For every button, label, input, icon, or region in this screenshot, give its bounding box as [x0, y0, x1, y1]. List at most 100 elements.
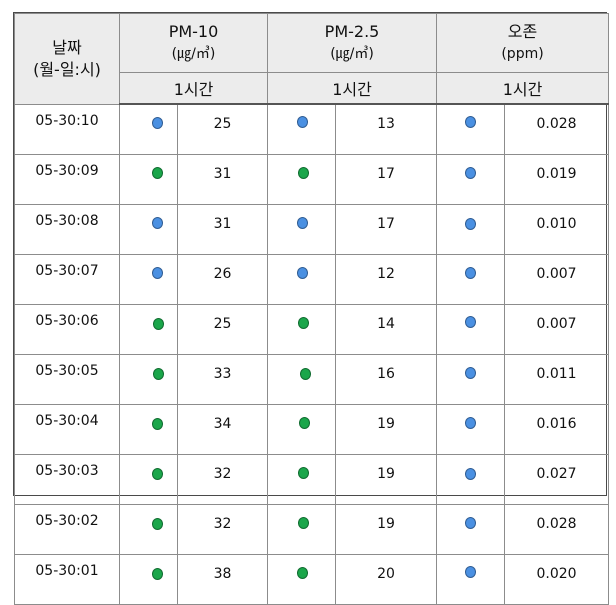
cell-pm25-status: [267, 204, 336, 255]
header-pm25-title: PM-2.5: [324, 22, 380, 41]
ozone-status-dot-icon: [465, 517, 477, 529]
cell-ozone-status: [436, 204, 506, 255]
cell-date: 05-30:07: [14, 254, 120, 305]
cell-ozone-value: 0.027: [504, 454, 610, 505]
cell-ozone-value: 0.016: [504, 404, 610, 455]
cell-pm10-value: 34: [177, 404, 268, 455]
air-quality-table-container: 날짜 (월-일:시) PM-10 (㎍/㎥) PM-2.5 (㎍/㎥) 오존 (…: [13, 12, 610, 605]
cell-ozone-status: [436, 354, 506, 405]
cell-pm10-value: 31: [177, 154, 268, 205]
cell-pm25-value: 14: [334, 304, 438, 355]
ozone-status-dot-icon: [465, 316, 477, 328]
table-row: 05-30:02 32 19 0.028: [14, 504, 610, 555]
cell-ozone-status: [436, 254, 506, 305]
pm10-status-dot-icon: [153, 368, 164, 380]
cell-ozone-status: [436, 504, 506, 555]
cell-pm25-value: 19: [334, 404, 438, 455]
cell-date: 05-30:09: [14, 154, 120, 205]
pm10-status-dot-icon: [152, 568, 163, 580]
header-pm10: PM-10 (㎍/㎥): [119, 13, 268, 73]
cell-ozone-value: 0.028: [504, 103, 610, 155]
ozone-status-dot-icon: [465, 167, 477, 179]
pm10-status-dot-icon: [152, 167, 163, 179]
pm25-status-dot-icon: [298, 167, 309, 179]
header-pm10-unit: (㎍/㎥): [171, 46, 216, 62]
ozone-status-dot-icon: [465, 367, 477, 379]
table-row: 05-30:08 31 17 0.010: [14, 204, 610, 255]
table-row: 05-30:05 33 16 0.011: [14, 354, 610, 405]
pm10-status-dot-icon: [152, 217, 163, 229]
cell-pm25-value: 20: [334, 554, 438, 605]
header-pm25-unit: (㎍/㎥): [330, 46, 374, 62]
pm10-status-dot-icon: [153, 318, 164, 330]
cell-pm10-value: 26: [177, 254, 268, 305]
cell-date: 05-30:02: [14, 504, 120, 555]
pm25-status-dot-icon: [297, 267, 308, 279]
table-row: 05-30:03 32 19 0.027: [14, 454, 610, 505]
cell-pm25-value: 19: [334, 454, 438, 505]
table-row: 05-30:06 25 14 0.007: [14, 304, 610, 355]
cell-pm25-status: [267, 504, 336, 555]
pm10-status-dot-icon: [152, 418, 163, 430]
ozone-status-dot-icon: [465, 566, 477, 578]
table-row: 05-30:10 25 13 0.028: [14, 103, 610, 155]
cell-date: 05-30:01: [14, 554, 120, 605]
table-row: 05-30:09 31 17 0.019: [14, 154, 610, 205]
cell-pm25-value: 16: [334, 354, 438, 405]
table-body: 05-30:10 25 13 0.028 05-30:09 31 17 0.019 05-30:…: [14, 103, 610, 605]
header-pm25: PM-2.5 (㎍/㎥): [266, 13, 438, 73]
ozone-status-dot-icon: [465, 468, 477, 480]
cell-pm25-status: [267, 154, 336, 205]
cell-ozone-value: 0.010: [504, 204, 610, 255]
cell-pm10-status: [119, 103, 178, 155]
pm25-status-dot-icon: [299, 417, 310, 429]
table-row: 05-30:04 34 19 0.016: [14, 404, 610, 455]
cell-pm10-value: 25: [177, 304, 268, 355]
cell-ozone-status: [436, 304, 506, 355]
cell-ozone-value: 0.020: [504, 554, 610, 605]
cell-pm10-status: [119, 354, 178, 405]
pm25-status-dot-icon: [297, 567, 308, 579]
cell-pm25-value: 19: [334, 504, 438, 555]
cell-pm10-status: [119, 504, 178, 555]
cell-pm25-status: [267, 404, 336, 455]
header-ozone-unit: (ppm): [501, 46, 544, 62]
cell-pm25-status: [267, 304, 336, 355]
cell-pm25-value: 13: [334, 103, 438, 155]
cell-pm10-status: [119, 204, 178, 255]
cell-date: 05-30:03: [14, 454, 120, 505]
cell-pm10-status: [119, 454, 178, 505]
pm10-status-dot-icon: [152, 117, 163, 129]
cell-pm10-value: 38: [177, 554, 268, 605]
cell-ozone-status: [436, 103, 506, 155]
pm10-status-dot-icon: [152, 518, 163, 530]
cell-pm25-value: 17: [334, 204, 438, 255]
cell-pm10-value: 25: [177, 103, 268, 155]
cell-pm25-status: [267, 254, 336, 305]
pm25-status-dot-icon: [297, 217, 308, 229]
cell-ozone-status: [436, 454, 506, 505]
header-pm25-period: 1시간: [266, 72, 438, 105]
cell-ozone-value: 0.011: [504, 354, 610, 405]
cell-ozone-status: [436, 554, 506, 605]
ozone-status-dot-icon: [465, 267, 477, 279]
cell-ozone-value: 0.028: [504, 504, 610, 555]
cell-pm10-value: 32: [177, 504, 268, 555]
cell-pm10-status: [119, 404, 178, 455]
cell-ozone-value: 0.019: [504, 154, 610, 205]
cell-pm25-value: 12: [334, 254, 438, 305]
cell-date: 05-30:05: [14, 354, 120, 405]
cell-pm10-value: 32: [177, 454, 268, 505]
pm10-status-dot-icon: [152, 267, 163, 279]
ozone-status-dot-icon: [465, 116, 477, 128]
header-ozone-period: 1시간: [436, 72, 610, 105]
cell-date: 05-30:10: [14, 103, 120, 155]
table-row: 05-30:01 38 20 0.020: [14, 554, 610, 605]
cell-pm25-value: 17: [334, 154, 438, 205]
ozone-status-dot-icon: [465, 218, 477, 230]
pm25-status-dot-icon: [298, 467, 309, 479]
pm25-status-dot-icon: [297, 116, 308, 128]
pm25-status-dot-icon: [300, 368, 311, 380]
cell-ozone-status: [436, 154, 506, 205]
cell-pm10-status: [119, 254, 178, 305]
